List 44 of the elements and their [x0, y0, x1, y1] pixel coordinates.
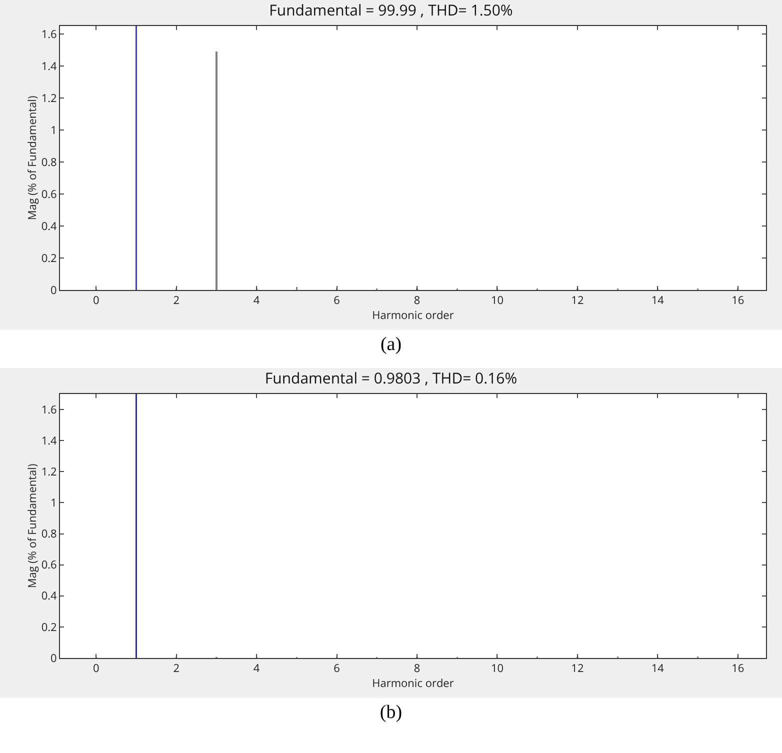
text: (a) — [379, 333, 403, 357]
chart-title: Fundamental = 0.9803 , THD= 0.16% — [264, 368, 518, 388]
y-tick-label: 0.6 — [41, 186, 57, 202]
text: (b) — [378, 701, 404, 725]
y-axis-title: Mag (% of Fundamental) — [24, 464, 40, 588]
x-tick-label: 2 — [173, 293, 180, 308]
y-tick-label: 0.4 — [41, 588, 58, 604]
x-tick-label: 6 — [334, 661, 340, 676]
x-tick-label: 14 — [651, 293, 665, 308]
y-tick-label: 0 — [50, 282, 57, 298]
x-tick-label: 0 — [92, 293, 100, 308]
y-tick-label: 1.2 — [41, 464, 57, 480]
y-tick-label: 0.6 — [41, 558, 57, 573]
y-tick-label: 1 — [50, 122, 57, 138]
x-tick-label: 2 — [173, 661, 180, 676]
x-tick-label: 0 — [92, 661, 100, 676]
y-tick-label: 0.4 — [41, 218, 58, 234]
y-tick-label: 1 — [50, 496, 57, 511]
y-tick-label: 1.6 — [41, 402, 57, 418]
x-tick-label: 16 — [732, 661, 744, 676]
y-tick-label: 1.4 — [41, 58, 58, 74]
y-tick-label: 0.2 — [41, 250, 57, 266]
x-tick-label: 8 — [414, 661, 420, 676]
x-tick-label: 6 — [334, 293, 340, 308]
x-tick-label: 10 — [490, 661, 504, 676]
chart-title: Fundamental = 99.99 , THD= 1.50% — [269, 0, 513, 20]
x-tick-label: 12 — [571, 661, 584, 676]
y-tick-label: 0.8 — [41, 526, 57, 542]
x-tick-label: 4 — [253, 293, 260, 308]
x-tick-label: 4 — [253, 661, 260, 676]
y-tick-label: 0.8 — [41, 154, 57, 170]
y-tick-label: 1.6 — [41, 26, 57, 42]
x-axis-title: Harmonic order — [372, 308, 454, 324]
y-axis-title: Mag (% of Fundamental) — [24, 96, 40, 220]
x-tick-label: 16 — [732, 293, 744, 308]
y-tick-label: 1.2 — [41, 90, 57, 106]
x-tick-label: 14 — [651, 661, 665, 676]
x-axis-title: Harmonic order — [372, 676, 454, 692]
x-tick-label: 8 — [414, 293, 420, 308]
x-tick-label: 10 — [490, 293, 504, 308]
y-tick-label: 0 — [50, 650, 57, 666]
x-tick-label: 12 — [571, 293, 584, 308]
y-tick-label: 0.2 — [41, 620, 57, 635]
y-tick-label: 1.4 — [41, 433, 58, 448]
